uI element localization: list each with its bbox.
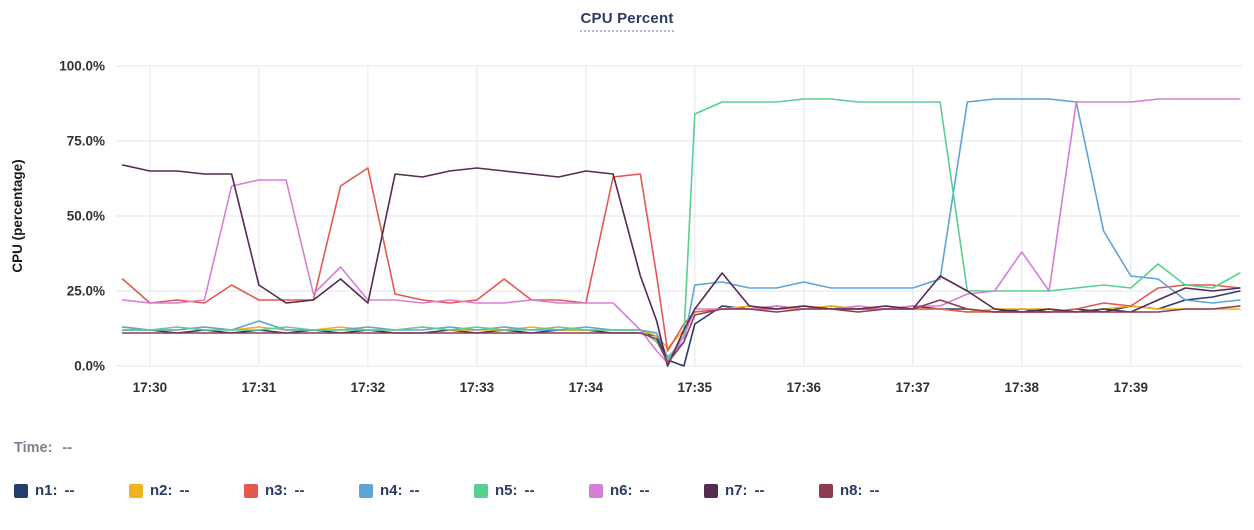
legend-series-name: n5: <box>495 482 518 499</box>
legend-swatch <box>474 483 488 498</box>
legend-item-n7[interactable]: n7: -- <box>704 482 819 499</box>
legend-swatch <box>819 483 833 498</box>
y-tick-label: 0.0% <box>74 359 105 374</box>
x-tick-label: 17:31 <box>242 380 277 395</box>
y-tick-label: 50.0% <box>67 209 105 224</box>
legend-series-value: -- <box>64 482 75 499</box>
y-tick-label: 75.0% <box>67 134 105 149</box>
legend-item-n1[interactable]: n1: -- <box>14 482 129 499</box>
page-title[interactable]: CPU Percent <box>580 10 674 32</box>
legend-swatch <box>359 483 373 498</box>
x-tick-label: 17:33 <box>460 380 495 395</box>
legend-series-value: -- <box>754 482 765 499</box>
legend-series-value: -- <box>524 482 535 499</box>
y-axis-label: CPU (percentage) <box>10 159 25 272</box>
legend-series-name: n2: <box>150 482 173 499</box>
legend-series-value: -- <box>179 482 190 499</box>
time-row: Time: -- <box>14 440 1254 456</box>
time-label: Time: <box>14 440 53 456</box>
series-line-n6 <box>121 98 1241 364</box>
legend-series-name: n7: <box>725 482 748 499</box>
legend-item-n3[interactable]: n3: -- <box>244 482 359 499</box>
legend-item-n6[interactable]: n6: -- <box>589 482 704 499</box>
y-tick-label: 25.0% <box>67 284 105 299</box>
legend-series-name: n1: <box>35 482 58 499</box>
legend-series-value: -- <box>294 482 305 499</box>
x-tick-label: 17:37 <box>896 380 931 395</box>
legend-series-value: -- <box>409 482 420 499</box>
x-tick-label: 17:36 <box>787 380 822 395</box>
x-tick-label: 17:38 <box>1005 380 1040 395</box>
legend-swatch <box>244 483 258 498</box>
legend-item-n2[interactable]: n2: -- <box>129 482 244 499</box>
series-line-n4 <box>121 98 1241 358</box>
series-line-n8 <box>121 299 1241 364</box>
cpu-chart[interactable]: 0.0% 25.0% 50.0% 75.0% 100.0% 17:30 17:31 17:32… <box>0 38 1254 410</box>
legend-swatch <box>589 483 603 498</box>
legend-series-value: -- <box>639 482 650 499</box>
legend-swatch <box>129 483 143 498</box>
series-line-n7 <box>121 164 1241 367</box>
time-value: -- <box>62 440 73 456</box>
x-tick-label: 17:30 <box>133 380 168 395</box>
x-tick-label: 17:34 <box>569 380 604 395</box>
legend-item-n4[interactable]: n4: -- <box>359 482 474 499</box>
legend-series-name: n6: <box>610 482 633 499</box>
chart-header: CPU Percent <box>0 0 1254 38</box>
legend-swatch <box>14 483 28 498</box>
legend-series-name: n8: <box>840 482 863 499</box>
legend-series-name: n4: <box>380 482 403 499</box>
legend-swatch <box>704 483 718 498</box>
x-tick-label: 17:39 <box>1114 380 1149 395</box>
x-tick-label: 17:35 <box>678 380 713 395</box>
legend-series-name: n3: <box>265 482 288 499</box>
chart-panel: 0.0% 25.0% 50.0% 75.0% 100.0% 17:30 17:31 17:32… <box>0 38 1254 410</box>
x-tick-label: 17:32 <box>351 380 386 395</box>
legend-item-n5[interactable]: n5: -- <box>474 482 589 499</box>
series-line-n5 <box>121 98 1241 361</box>
y-tick-label: 100.0% <box>59 59 105 74</box>
legend: n1: -- n2: -- n3: -- n4: -- n5: -- n6: -- n7: -- n8: -- <box>14 482 1254 499</box>
legend-item-n8[interactable]: n8: -- <box>819 482 934 499</box>
legend-series-value: -- <box>869 482 880 499</box>
